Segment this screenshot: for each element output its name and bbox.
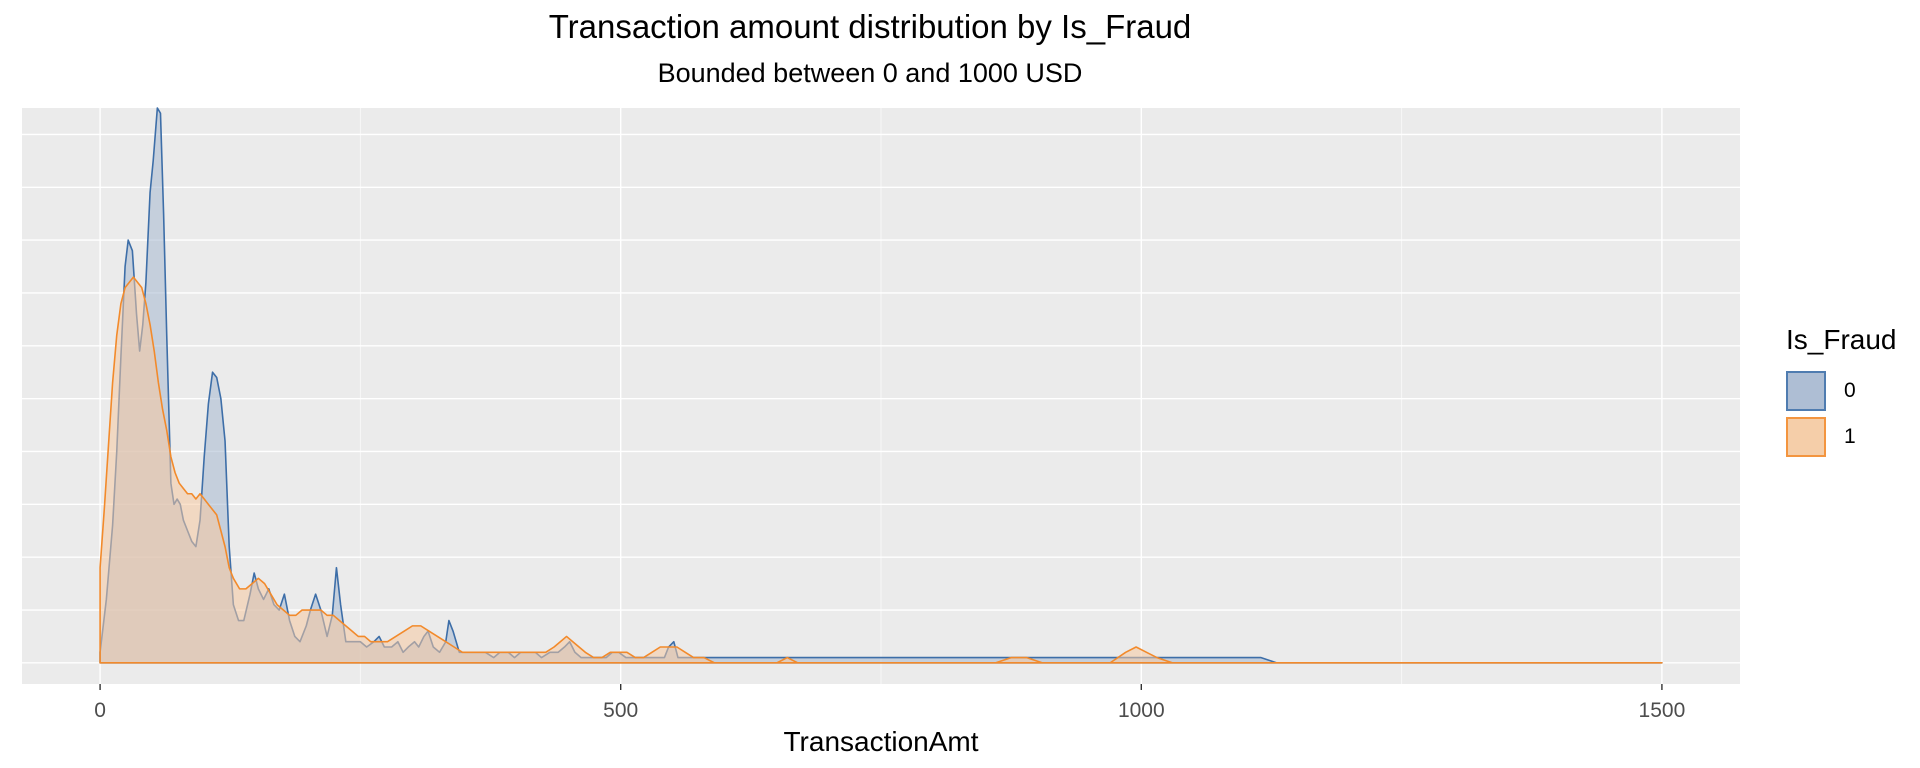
plot-svg: 0 500 1000 1500 TransactionAmt [22, 107, 1740, 757]
chart-subtitle: Bounded between 0 and 1000 USD [657, 58, 1083, 88]
x-tick-label: 1000 [1118, 699, 1165, 722]
x-axis-title: TransactionAmt [783, 726, 978, 757]
legend-label: 0 [1844, 379, 1856, 402]
x-axis: 0 500 1000 1500 [94, 684, 1685, 722]
chart-title: Transaction amount distribution by Is_Fr… [548, 8, 1192, 45]
legend-item-0: 0 [1786, 368, 1897, 414]
legend-key-swatch [1786, 417, 1826, 457]
legend-key-swatch [1786, 371, 1826, 411]
legend-label: 1 [1844, 425, 1856, 448]
legend-item-1: 1 [1786, 414, 1897, 460]
x-tick-label: 500 [603, 699, 638, 722]
grid-minor [359, 108, 1403, 684]
x-tick-label: 0 [94, 699, 106, 722]
legend-title: Is_Fraud [1786, 324, 1897, 355]
series-layer [99, 107, 1663, 664]
density-series-1 [99, 276, 1663, 664]
x-tick-label: 1500 [1639, 699, 1686, 722]
